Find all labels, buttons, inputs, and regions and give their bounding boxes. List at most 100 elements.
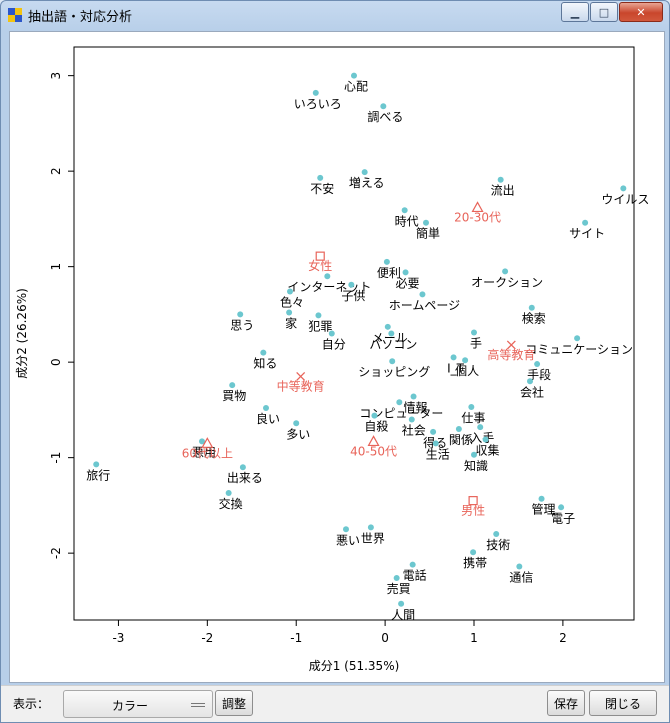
data-point xyxy=(419,291,426,298)
maximize-button[interactable]: □ xyxy=(590,2,618,22)
variable-marker-cross xyxy=(296,372,306,381)
data-point-label: 電子 xyxy=(551,511,575,525)
data-point-label: 増える xyxy=(349,176,385,190)
data-point xyxy=(384,323,391,330)
data-point-label: 携帯 xyxy=(463,555,487,570)
x-tick-label: -2 xyxy=(201,631,213,645)
data-point xyxy=(538,495,545,502)
minimize-button[interactable]: ▁ xyxy=(561,2,589,22)
data-point xyxy=(371,412,378,419)
data-point xyxy=(229,382,236,389)
data-point xyxy=(317,174,324,181)
data-point xyxy=(477,424,484,431)
data-point xyxy=(328,330,335,337)
data-point-label: 仕事 xyxy=(461,411,485,425)
data-point xyxy=(471,451,477,458)
x-tick-label: -3 xyxy=(112,631,124,645)
display-mode-value: カラー xyxy=(112,699,149,713)
variable-label: 高等教育 xyxy=(487,347,535,362)
data-point xyxy=(432,440,439,447)
variable-label: 女性 xyxy=(308,258,332,273)
variable-label: 40-50代 xyxy=(350,444,397,458)
data-point xyxy=(455,426,462,432)
data-point-label: 知識 xyxy=(464,459,488,473)
data-point-label: 調べる xyxy=(367,110,403,124)
data-point xyxy=(527,378,533,385)
correspondence-analysis-chart: -3 -2 -1 0 1 2 -2 -1 0 1 2 3 成分1 (51.35%) 成分2 (26.26%… xyxy=(15,46,649,673)
data-point-label: 技術 xyxy=(486,538,510,552)
y-tick-label: -2 xyxy=(49,547,63,559)
data-point xyxy=(528,304,535,311)
data-point-label: ホームページ xyxy=(389,298,460,312)
save-button[interactable]: 保存 xyxy=(547,690,585,716)
data-point-label: 売買 xyxy=(387,581,411,596)
data-point xyxy=(497,176,504,183)
data-point xyxy=(237,311,244,318)
close-window-button[interactable]: ✕ xyxy=(619,2,663,22)
data-point-label: 思う xyxy=(230,318,254,332)
data-point-label: 多い xyxy=(286,427,310,441)
data-point-label: 収集 xyxy=(476,443,500,458)
title-bar[interactable]: 抽出語・対応分析 ▁ □ ✕ xyxy=(1,1,669,29)
data-point-label: 通信 xyxy=(509,571,533,585)
data-point xyxy=(388,330,395,337)
data-point xyxy=(398,600,405,607)
data-point-label: I_T xyxy=(447,361,465,375)
data-point xyxy=(493,531,500,538)
variable-marker-square xyxy=(315,251,325,261)
y-tick-label: 2 xyxy=(49,167,63,175)
variable-label: 60代以上 xyxy=(182,446,233,460)
data-point-label: ショッピング xyxy=(358,365,430,379)
data-point-label: 交換 xyxy=(219,496,243,511)
dropdown-icon xyxy=(191,703,205,707)
data-point-label: 手段 xyxy=(527,367,551,382)
display-mode-select[interactable]: カラー xyxy=(63,690,213,718)
data-point-label: メール xyxy=(372,331,408,345)
data-point-label: 電話 xyxy=(403,568,427,583)
data-point-label: 買物 xyxy=(222,389,246,403)
data-point-label: 手 xyxy=(470,337,482,351)
data-point xyxy=(312,89,319,96)
data-point-label: オークション xyxy=(471,275,543,289)
data-point-label: 検索 xyxy=(522,312,546,326)
plot-frame xyxy=(73,46,635,621)
data-point-label: サイト xyxy=(569,227,605,241)
data-point xyxy=(462,357,469,364)
close-button[interactable]: 閉じる xyxy=(589,690,657,716)
bottom-toolbar: 表示： カラー 調整 保存 閉じる xyxy=(1,685,669,722)
data-point-label: 自殺 xyxy=(364,420,388,434)
data-point xyxy=(396,399,403,406)
data-point xyxy=(450,354,457,361)
adjust-button[interactable]: 調整 xyxy=(215,690,253,716)
data-point-label: 流出 xyxy=(491,184,515,198)
data-point-label: いろいろ xyxy=(294,97,342,111)
data-point xyxy=(315,312,322,319)
data-point-label: 簡単 xyxy=(416,226,440,241)
data-point-label: 家 xyxy=(285,315,297,330)
data-point xyxy=(286,309,293,316)
data-point-label: 知る xyxy=(253,357,277,371)
y-axis-label: 成分2 (26.26%) xyxy=(15,288,29,379)
data-point-label: 社会 xyxy=(402,422,426,437)
data-point xyxy=(287,288,293,295)
data-point xyxy=(293,420,300,427)
data-point xyxy=(380,103,387,110)
data-point xyxy=(410,393,417,400)
data-point-label: 不安 xyxy=(310,181,334,196)
data-point-label: 生活 xyxy=(426,447,450,461)
data-point xyxy=(361,169,368,176)
y-tick-label: -1 xyxy=(49,452,63,464)
data-point-label: 良い xyxy=(256,411,280,426)
plot-area: -3 -2 -1 0 1 2 -2 -1 0 1 2 3 成分1 (51.35%) 成分2 (26.26%… xyxy=(9,31,665,683)
y-tick-label: 3 xyxy=(49,72,63,80)
data-point-label: 便利 xyxy=(377,266,401,280)
variable-label: 男性 xyxy=(461,504,485,518)
data-point-label: コミュニケーション xyxy=(525,342,633,356)
data-point xyxy=(482,436,489,443)
display-label: 表示： xyxy=(13,697,50,711)
data-point-label: 旅行 xyxy=(86,468,110,482)
data-point xyxy=(225,489,232,496)
x-tick-label: 2 xyxy=(559,631,567,645)
variable-marker-triangle xyxy=(367,435,380,447)
data-point xyxy=(534,361,541,368)
